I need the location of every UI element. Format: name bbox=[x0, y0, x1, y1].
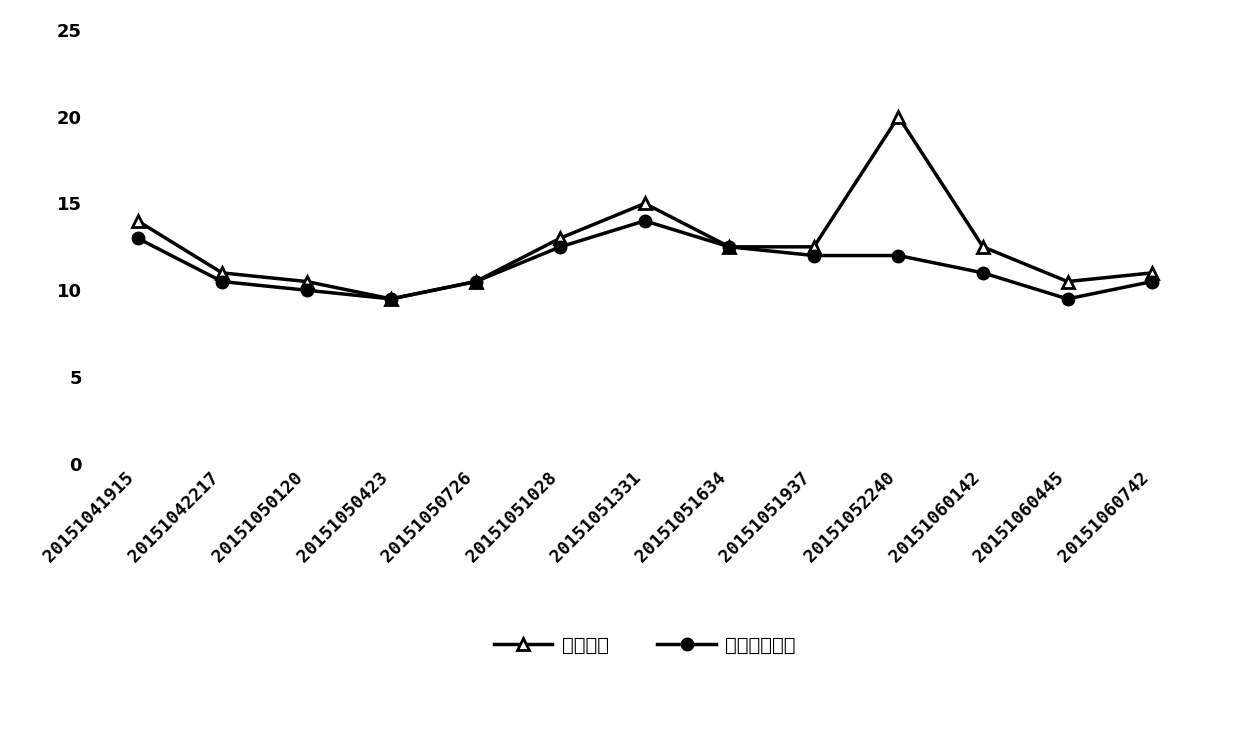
处理后的数据 bbox=[637, 216, 652, 225]
Line: 处理后的数据: 处理后的数据 bbox=[131, 215, 1158, 304]
原始数据 bbox=[299, 277, 314, 286]
处理后的数据 bbox=[976, 269, 991, 278]
原始数据 bbox=[722, 242, 737, 251]
处理后的数据 bbox=[299, 286, 314, 295]
原始数据 bbox=[976, 242, 991, 251]
Line: 原始数据: 原始数据 bbox=[131, 111, 1158, 304]
原始数据 bbox=[215, 269, 229, 278]
处理后的数据 bbox=[806, 251, 821, 260]
原始数据 bbox=[806, 242, 821, 251]
Legend: 原始数据, 处理后的数据: 原始数据, 处理后的数据 bbox=[486, 628, 804, 662]
处理后的数据 bbox=[722, 242, 737, 251]
处理后的数据 bbox=[130, 233, 145, 242]
处理后的数据 bbox=[383, 295, 398, 304]
原始数据 bbox=[130, 216, 145, 225]
处理后的数据 bbox=[469, 277, 484, 286]
原始数据 bbox=[383, 295, 398, 304]
原始数据 bbox=[469, 277, 484, 286]
原始数据 bbox=[637, 199, 652, 208]
原始数据 bbox=[1145, 269, 1159, 278]
原始数据 bbox=[1060, 277, 1075, 286]
处理后的数据 bbox=[892, 251, 906, 260]
处理后的数据 bbox=[1145, 277, 1159, 286]
处理后的数据 bbox=[1060, 295, 1075, 304]
处理后的数据 bbox=[553, 242, 568, 251]
处理后的数据 bbox=[215, 277, 229, 286]
原始数据 bbox=[553, 233, 568, 242]
原始数据 bbox=[892, 112, 906, 121]
